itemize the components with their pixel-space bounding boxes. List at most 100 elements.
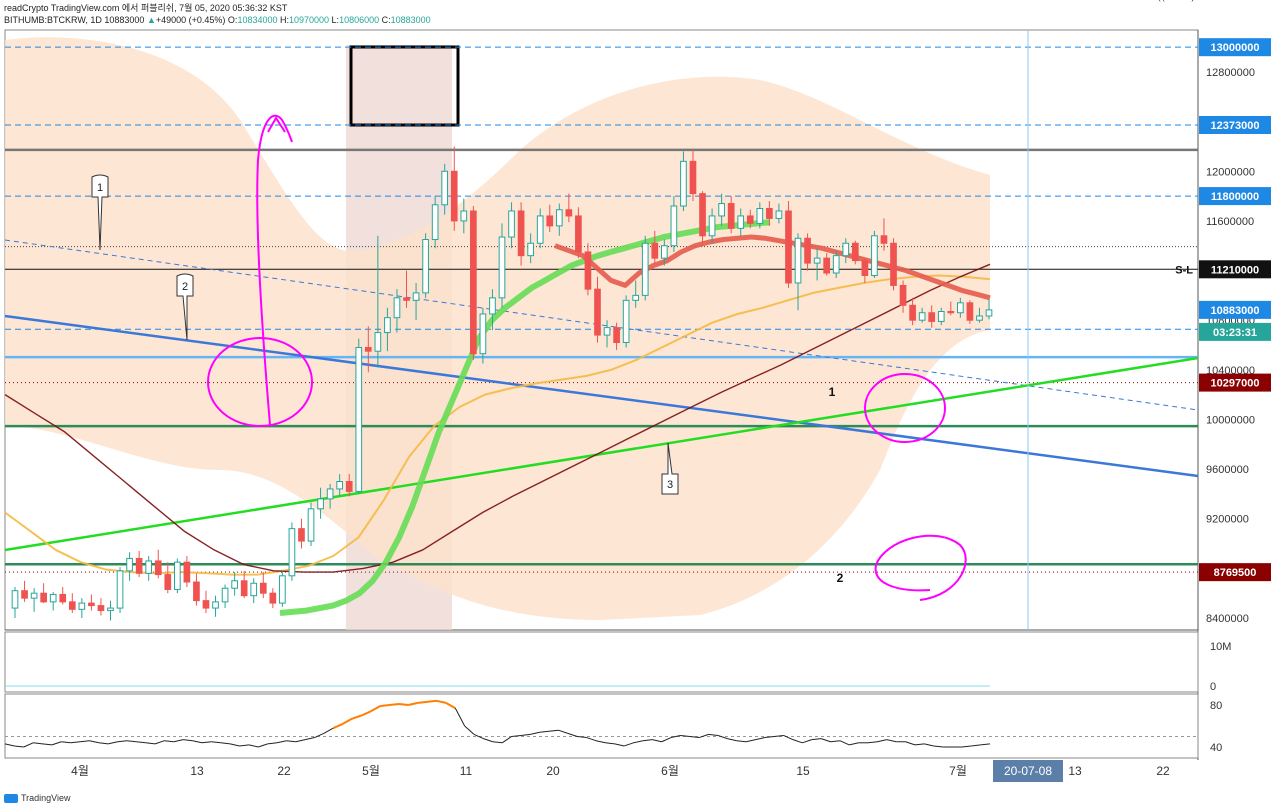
price-tag-4: 10883000: [1199, 300, 1271, 319]
candle-body: [985, 309, 993, 317]
candle-body: [202, 600, 210, 609]
candle-body: [832, 255, 840, 274]
candle-body: [126, 557, 133, 572]
rsi-segment: [4, 743, 15, 747]
rsi-segment: [70, 741, 81, 744]
candle-body: [718, 203, 725, 217]
candle-body: [918, 312, 926, 321]
volume-pane-frame: [4, 631, 1199, 693]
y-tick-9: 9200000: [1206, 514, 1249, 526]
rsi-segment: [595, 740, 606, 744]
x-cursor-tag: 20-07-08: [993, 760, 1063, 782]
rsi-segment: [605, 742, 615, 745]
rsi-segment: [23, 742, 34, 748]
candle-body: [145, 560, 153, 574]
rsi-segment: [211, 741, 221, 744]
rsi-segment: [886, 739, 897, 743]
candle-body: [345, 481, 353, 492]
rsi-segment: [736, 740, 747, 743]
candle-body: [317, 498, 324, 510]
candle-body: [775, 210, 783, 219]
rsi-segment: [473, 733, 484, 740]
y-tick-7: 10000000: [1206, 414, 1255, 426]
rsi-segment: [577, 736, 587, 739]
callout-1-label: 1: [97, 182, 103, 194]
candle-body: [536, 215, 544, 244]
candle-body: [154, 560, 162, 576]
rsi-segment: [558, 729, 569, 734]
rsi-segment: [755, 737, 765, 741]
candle-body: [890, 242, 897, 286]
rsi-tick-80: 80: [1210, 700, 1222, 712]
price-tag-text: 12373000: [1211, 120, 1260, 132]
rsi-segment: [154, 740, 165, 745]
candle-body: [173, 561, 181, 590]
ma-green-line: [279, 219, 771, 616]
price-tag-bg: [1199, 260, 1271, 279]
candle-body: [221, 587, 229, 603]
callout-1: 1: [91, 174, 109, 251]
price-tag-bg: [1199, 563, 1271, 582]
rsi-segment: [323, 727, 334, 734]
magenta-circle-2: [874, 534, 967, 601]
price-tag-text: 10297000: [1211, 378, 1260, 390]
rsi-segment: [614, 743, 625, 747]
rsi-segment: [248, 744, 259, 748]
x-tick-7: 15: [796, 764, 810, 778]
candle-body: [279, 575, 286, 604]
rsi-segment: [802, 739, 812, 744]
rsi-segment: [192, 740, 203, 744]
candle-body: [766, 208, 773, 219]
level-label-5: (8833000): [1162, 0, 1194, 2]
rsi-segment: [427, 699, 437, 703]
candle-body: [746, 215, 754, 224]
candle-body: [97, 605, 105, 612]
candle-body: [851, 242, 859, 262]
candle-body: [641, 242, 649, 296]
rsi-segment: [445, 702, 456, 710]
rsi-segment: [436, 699, 447, 704]
candle-body: [431, 204, 439, 241]
rsi-segment: [520, 733, 531, 736]
candle-body: [575, 215, 582, 253]
rsi-segment: [380, 704, 390, 708]
price-tag-0: 13000000: [1199, 38, 1271, 57]
rsi-segment: [661, 737, 672, 743]
rsi-segment: [79, 740, 90, 743]
candle-body: [546, 215, 554, 227]
candle-body: [517, 210, 525, 257]
rsi-segment: [849, 742, 859, 746]
magenta-arrow: [256, 114, 293, 426]
candle-body: [880, 235, 888, 244]
rsi-segment: [530, 731, 540, 735]
candle-body: [756, 208, 764, 224]
level-label-2: 10727000: [1145, 0, 1195, 3]
rsi-segment: [539, 730, 550, 733]
rsi-segment: [42, 743, 52, 746]
candle-body: [307, 508, 315, 542]
candle-body: [680, 160, 687, 207]
candle-body: [584, 251, 592, 290]
candle-body: [40, 592, 47, 603]
price-tag-bg: [1199, 115, 1271, 134]
x-tick-5: 20: [546, 764, 560, 778]
candle-body: [298, 528, 305, 542]
rsi-segment: [867, 741, 878, 744]
candle-body: [68, 601, 76, 610]
green-trendline: [4, 356, 1199, 552]
rsi-segment: [314, 732, 325, 739]
rsi-segment: [183, 739, 193, 742]
level-label-1: 11393000: [1146, 0, 1195, 3]
candle-body: [804, 237, 811, 264]
magenta-circle-left: [207, 337, 313, 427]
rsi-segment: [501, 736, 512, 744]
candle-body: [966, 302, 974, 321]
candle-body: [470, 210, 477, 355]
rsi-segment: [126, 740, 137, 743]
ohlc-low: 10806000: [339, 15, 380, 25]
candle-body: [240, 580, 248, 597]
candle-body: [355, 346, 363, 492]
candle-body: [785, 210, 792, 284]
rsi-segment: [361, 710, 372, 717]
